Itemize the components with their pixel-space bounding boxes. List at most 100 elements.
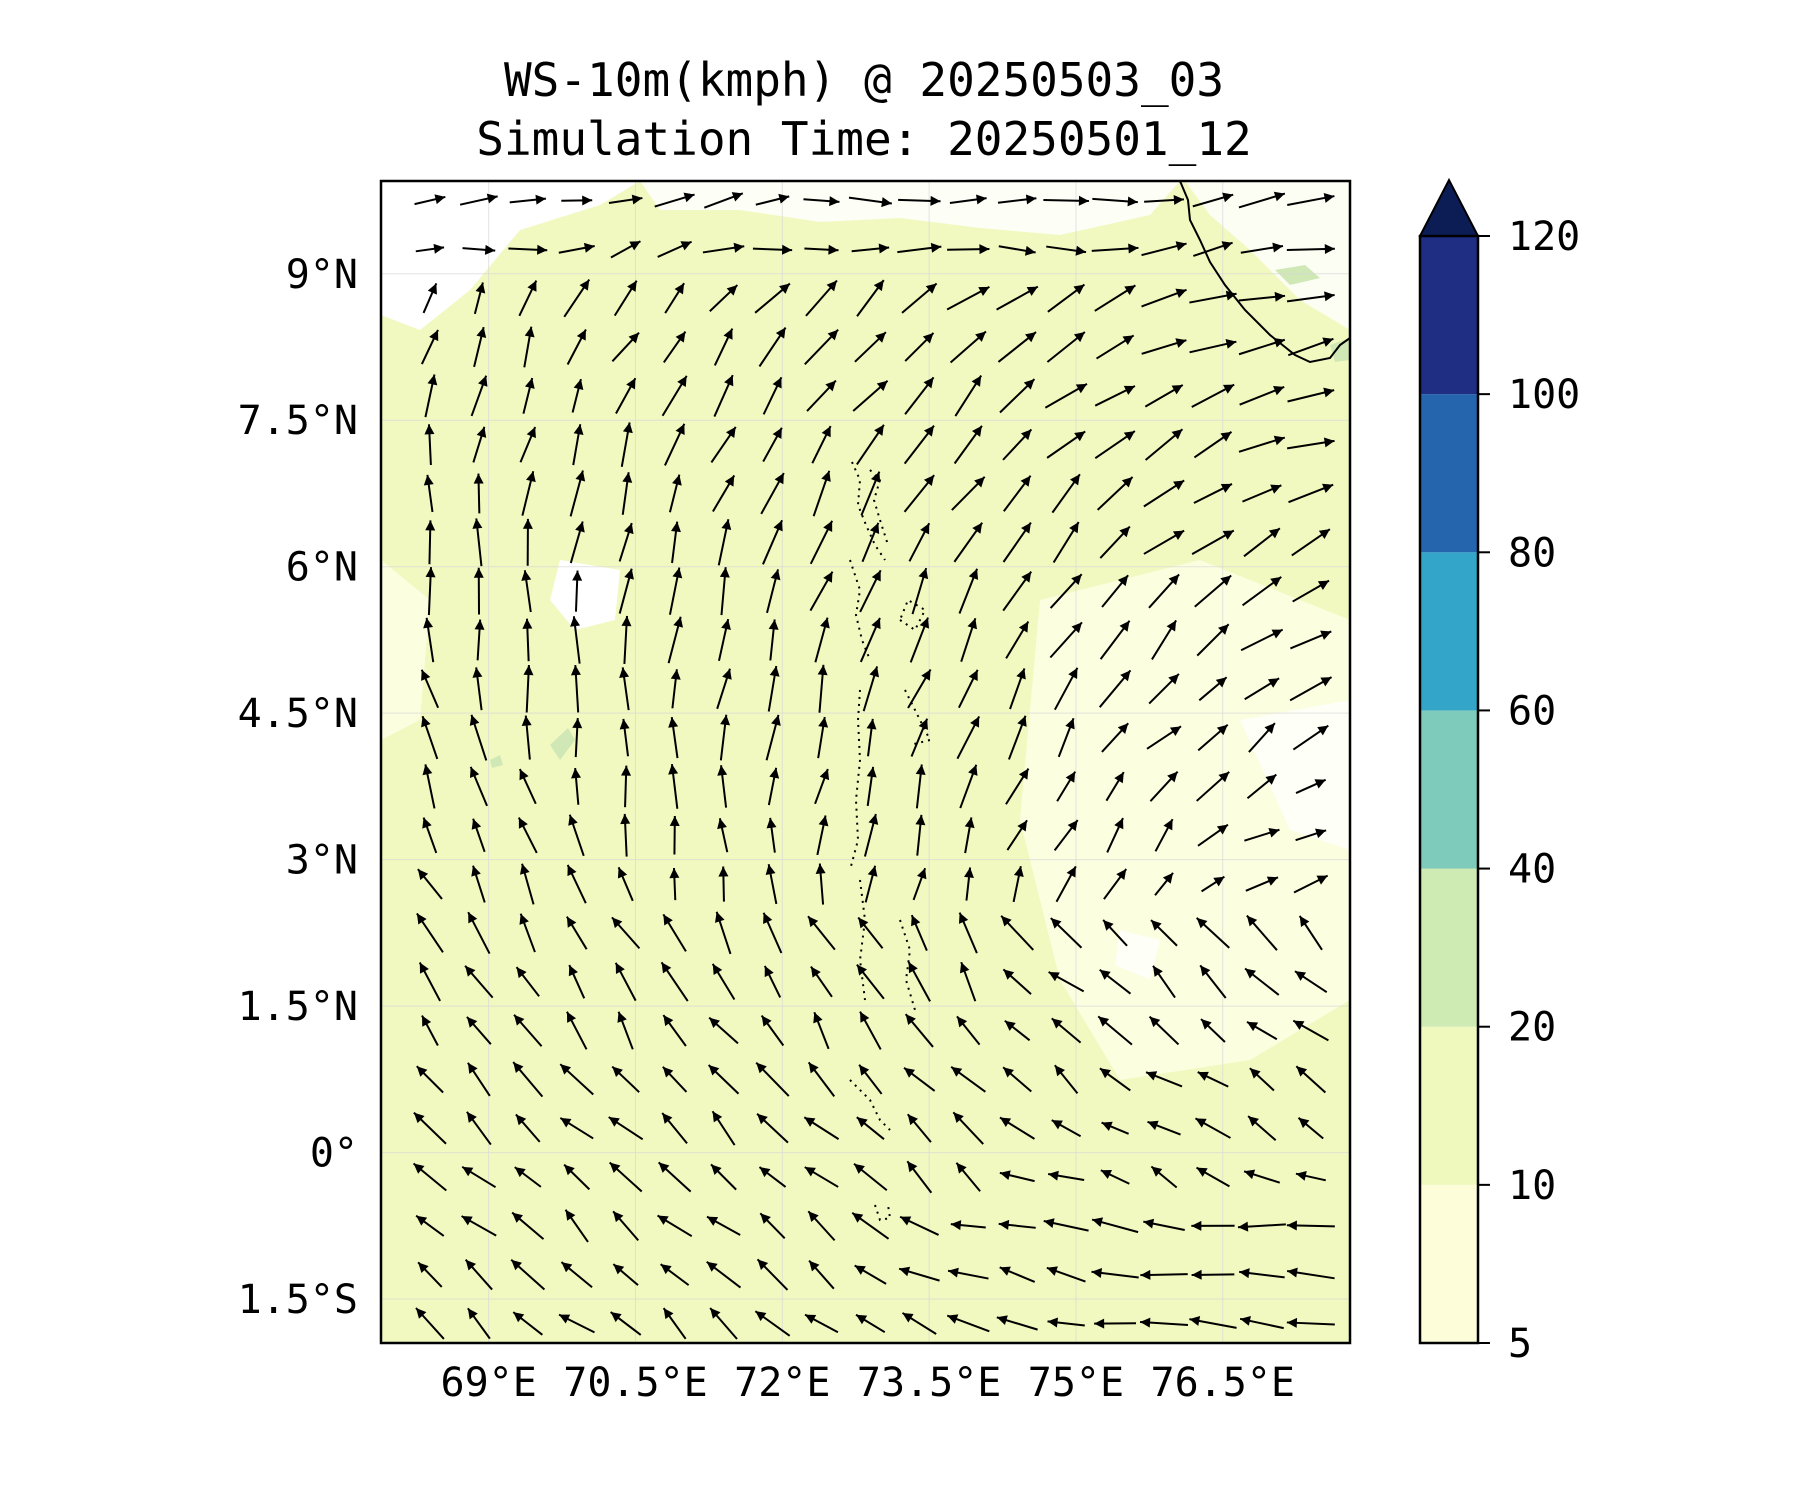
wind-arrow-head	[670, 669, 681, 680]
wind-arrow-head	[899, 1266, 911, 1277]
wind-arrow-head	[518, 817, 528, 829]
wind-arrow-head	[675, 423, 685, 435]
colorbar-tick-labels: 5 10 20 40 60 80 100 120	[1478, 214, 1580, 1367]
wind-arrow-head	[878, 243, 890, 254]
wind-arrow-head	[423, 474, 434, 486]
wind-arrow-head	[1196, 917, 1208, 929]
wind-arrow-head	[953, 1112, 964, 1124]
wind-arrow-head	[999, 1117, 1012, 1127]
wind-arrow-head	[673, 616, 683, 628]
wind-arrow-head	[970, 716, 980, 728]
wind-arrow-head	[468, 912, 478, 924]
wind-arrow-head	[559, 1314, 571, 1324]
colorbar-extend-triangle	[1418, 177, 1480, 237]
stronger-wind-patch-4	[1330, 338, 1350, 362]
wind-arrow-head	[465, 1259, 477, 1271]
wind-arrow-head	[1320, 677, 1332, 687]
wind-arrow-head	[486, 193, 498, 204]
wind-arrow-head	[621, 765, 632, 776]
wind-arrow-head	[662, 1066, 674, 1078]
wind-arrow-head	[1286, 1317, 1298, 1328]
wind-arrow-head	[1018, 768, 1029, 780]
wind-arrow-head	[465, 965, 476, 977]
wind-arrow-head	[421, 716, 431, 728]
wind-arrow-head	[514, 1014, 525, 1026]
wind-arrow-head	[472, 518, 483, 529]
lat-tick-label: 6°N	[286, 545, 358, 591]
wind-arrow-head	[918, 718, 928, 730]
wind-arrow-head	[671, 521, 681, 533]
wind-arrow-head	[476, 327, 487, 338]
colorbar-tick-label: 5	[1508, 1321, 1532, 1367]
wind-arrow-head	[524, 326, 535, 338]
wind-arrow-head	[907, 1161, 918, 1173]
wind-arrow-head	[818, 815, 829, 827]
wind-arrow-head	[1119, 620, 1130, 632]
wind-arrow-head	[566, 1011, 577, 1023]
wind-arrow-head	[808, 1211, 819, 1223]
wind-arrow-head	[521, 715, 532, 727]
wind-arrow-head	[875, 332, 886, 343]
wind-arrow-head	[1119, 526, 1130, 538]
wind-arrow-head	[726, 285, 738, 296]
wind-arrow-head	[731, 192, 743, 202]
wind-arrow-head	[511, 1259, 522, 1271]
wind-arrow-head	[417, 869, 429, 881]
wind-arrow-head	[626, 378, 636, 390]
wind-arrow-head	[1146, 1071, 1158, 1081]
wind-arrow-head	[1168, 574, 1180, 586]
wind-arrow-head	[1225, 290, 1237, 301]
wind-arrow-head	[1116, 869, 1127, 881]
wind-arrow-head	[1003, 969, 1015, 980]
wind-arrow-head	[1025, 332, 1037, 343]
wind-arrow-head	[1001, 915, 1012, 927]
wind-arrow-head	[766, 817, 777, 829]
wind-arrow-head	[1222, 192, 1234, 203]
wind-arrow-head	[1071, 622, 1082, 634]
wind-arrow-head	[429, 329, 439, 342]
wind-arrow-head	[856, 1117, 868, 1128]
wind-arrow-head	[1324, 244, 1335, 254]
wind-arrow-head	[1323, 387, 1335, 398]
wind-arrow-head	[870, 471, 881, 483]
wind-arrow-head	[471, 818, 482, 830]
wind-arrow-head	[1128, 243, 1139, 254]
wind-arrow-head	[1271, 629, 1283, 639]
wind-arrow-head	[979, 244, 990, 255]
coastline-india	[1179, 181, 1350, 364]
wind-arrow-head	[620, 813, 631, 825]
wind-arrow-head	[566, 916, 577, 928]
wind-arrow-head	[968, 764, 978, 776]
wind-arrow-head	[1149, 1016, 1161, 1028]
wind-arrow-head	[1147, 1120, 1159, 1131]
wind-arrow-head	[781, 244, 793, 255]
wind-arrow-head	[1322, 483, 1334, 494]
wind-arrow-head	[1220, 483, 1232, 493]
wind-arrow-head	[725, 426, 736, 438]
wind-arrow-head	[1017, 715, 1027, 727]
wind-arrow-head	[866, 766, 877, 778]
wind-arrow-head	[715, 911, 725, 923]
wind-arrow-head	[852, 1212, 864, 1223]
wind-arrow-head	[761, 1015, 772, 1027]
wind-arrow-head	[1267, 678, 1280, 688]
wind-arrow-head	[1065, 718, 1075, 730]
wind-arrow-head	[1295, 1170, 1307, 1181]
wind-arrow-head	[425, 567, 436, 578]
wind-arrow-head	[876, 380, 888, 392]
wind-arrow-head	[871, 570, 881, 582]
wind-arrow-head	[1213, 876, 1225, 887]
wind-arrow-head	[610, 1312, 622, 1323]
wind-arrow-head	[570, 616, 581, 627]
wind-arrow-head	[1075, 383, 1087, 394]
wind-arrow-head	[718, 866, 729, 877]
wind-arrow-head	[657, 1215, 669, 1225]
wind-arrow-head	[1051, 1120, 1063, 1130]
wind-arrow-head	[1317, 580, 1330, 590]
wind-arrow-head	[823, 520, 833, 532]
wind-arrow-head	[1025, 194, 1037, 205]
wind-arrow-head	[1168, 673, 1179, 685]
wind-arrow-head	[1216, 824, 1228, 835]
wind-arrow-head	[1322, 337, 1334, 347]
